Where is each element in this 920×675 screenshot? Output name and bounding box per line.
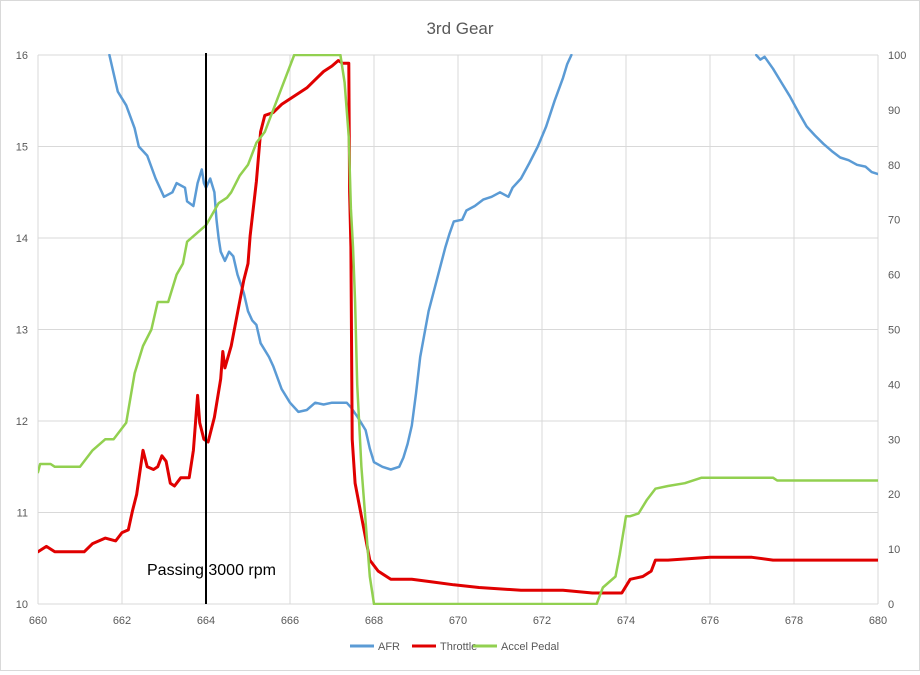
left-y-tick-label: 12 <box>16 416 28 428</box>
right-y-tick-label: 100 <box>888 50 906 62</box>
x-tick-label: 668 <box>365 615 383 627</box>
annotation: Passing 3000 rpm <box>147 53 276 604</box>
right-y-tick-label: 90 <box>888 105 900 117</box>
accel-pedal-series-line <box>38 54 878 605</box>
right-y-tick-label: 60 <box>888 270 900 282</box>
x-axis-ticks: 660 662 664 666 668 670 672 674 676 678 680 <box>29 615 887 627</box>
series-lines <box>38 54 878 605</box>
right-y-tick-label: 0 <box>888 599 894 611</box>
x-tick-label: 670 <box>449 615 467 627</box>
chart-title: 3rd Gear <box>426 19 493 38</box>
afr-series-line <box>108 54 878 471</box>
right-y-tick-label: 10 <box>888 544 900 556</box>
passing-3000-rpm-label: Passing 3000 rpm <box>147 562 276 579</box>
x-tick-label: 680 <box>869 615 887 627</box>
x-tick-label: 664 <box>197 615 215 627</box>
right-y-tick-label: 50 <box>888 325 900 337</box>
left-y-axis-ticks: 10 11 12 13 14 15 16 <box>16 50 28 611</box>
legend-label-throttle: Throttle <box>440 641 477 653</box>
right-y-tick-label: 70 <box>888 215 900 227</box>
right-y-tick-label: 40 <box>888 379 900 391</box>
x-tick-label: 666 <box>281 615 299 627</box>
right-y-axis-ticks: 0 10 20 30 40 50 60 70 80 90 100 <box>888 50 906 611</box>
x-tick-label: 672 <box>533 615 551 627</box>
x-tick-label: 660 <box>29 615 47 627</box>
gridlines <box>37 54 879 605</box>
x-tick-label: 676 <box>701 615 719 627</box>
x-tick-label: 678 <box>785 615 803 627</box>
legend-label-afr: AFR <box>378 641 400 653</box>
left-y-tick-label: 16 <box>16 50 28 62</box>
left-y-tick-label: 11 <box>17 508 28 520</box>
x-tick-label: 662 <box>113 615 131 627</box>
left-y-tick-label: 14 <box>16 233 28 245</box>
left-y-tick-label: 10 <box>16 599 28 611</box>
left-y-tick-label: 13 <box>16 325 28 337</box>
x-tick-label: 674 <box>617 615 635 627</box>
right-y-tick-label: 80 <box>888 160 900 172</box>
legend: AFR Throttle Accel Pedal <box>350 641 559 653</box>
right-y-tick-label: 30 <box>888 434 900 446</box>
right-y-tick-label: 20 <box>888 489 900 501</box>
legend-label-accel-pedal: Accel Pedal <box>501 641 559 653</box>
throttle-series-line <box>38 59 878 595</box>
left-y-tick-label: 15 <box>16 142 28 154</box>
